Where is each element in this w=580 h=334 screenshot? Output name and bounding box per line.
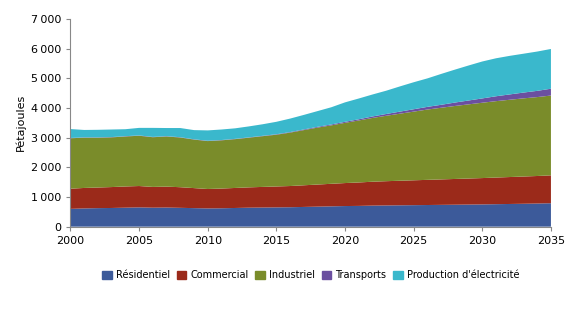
Legend: Résidentiel, Commercial, Industriel, Transports, Production d'électricité: Résidentiel, Commercial, Industriel, Tra… — [98, 266, 523, 284]
Y-axis label: Pétajoules: Pétajoules — [15, 94, 26, 151]
